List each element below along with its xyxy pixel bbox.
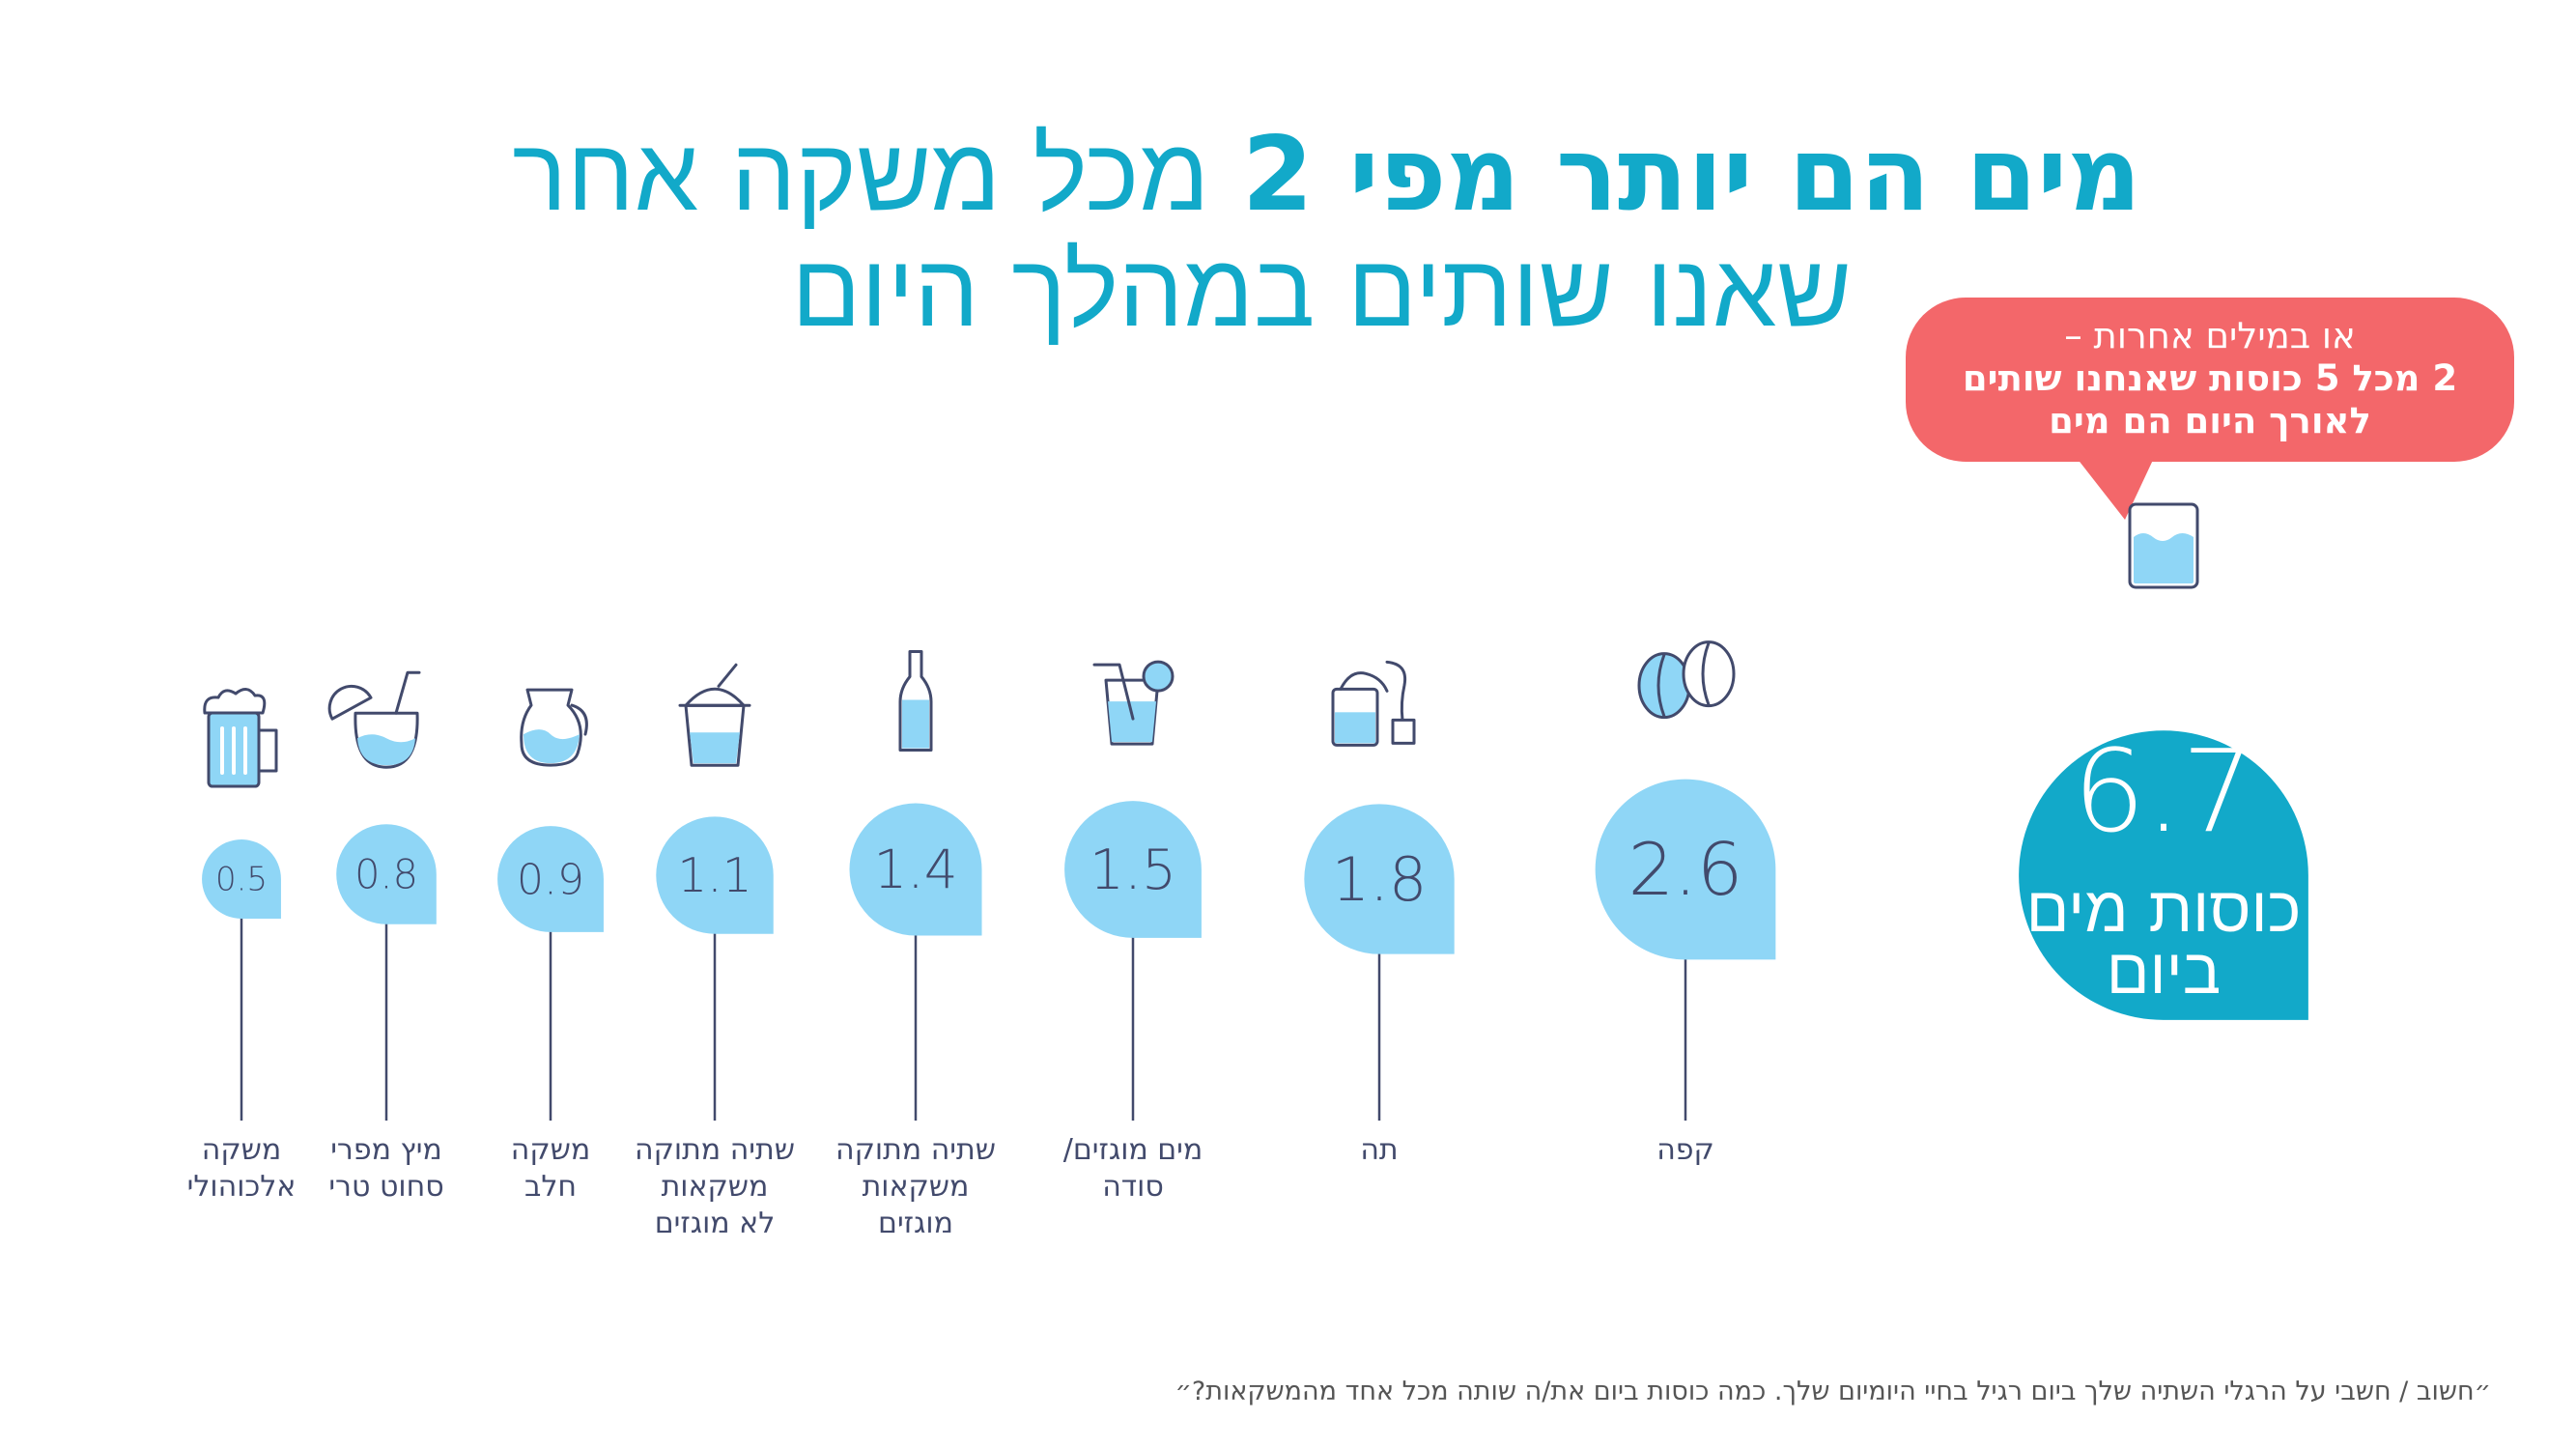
- cup-fill: [690, 732, 740, 764]
- bottle-fill: [902, 699, 929, 749]
- category-label-line: סחוט טרי: [328, 1170, 444, 1204]
- glass-water: [2134, 533, 2194, 583]
- category-label-line: שתיה מתוקה: [635, 1133, 795, 1167]
- category-label-line: מיץ מפרי: [330, 1133, 442, 1167]
- value-label: 1.1: [677, 849, 751, 903]
- orange-slice: [327, 684, 373, 721]
- bean: [1682, 640, 1736, 708]
- bean-seam: [1656, 653, 1666, 719]
- category-label: מים מוגזים/סודה: [1063, 1132, 1203, 1206]
- handle: [257, 728, 278, 773]
- value-label: 0.9: [517, 855, 584, 904]
- category-label-line: מוגזים: [878, 1207, 953, 1240]
- value-bubble: [849, 803, 982, 936]
- soda-glass-icon: [1092, 660, 1175, 746]
- category-label: קפה: [1656, 1132, 1714, 1169]
- glass-outline: [2128, 502, 2199, 589]
- bag-fill: [1335, 712, 1375, 744]
- footnote: ״חשוב / חשבי על הרגלי השתיה שלך ביום רגי…: [1175, 1377, 2491, 1406]
- string: [1339, 671, 1389, 693]
- category-label: שתיה מתוקה משקאות מוגזים: [835, 1132, 996, 1242]
- water-value: 6.7: [2073, 724, 2254, 858]
- category-label-line: אלכוהולי: [186, 1170, 297, 1204]
- category-label: שתיה מתוקה משקאות לא מוגזים: [635, 1132, 795, 1242]
- title-regular: מכל משקה אחר: [512, 115, 1210, 234]
- callout-bubble: או במילים אחרות – 2 מכל 5 כוסות שאנחנו ש…: [1906, 298, 2514, 462]
- lid: [684, 687, 746, 707]
- handle: [570, 703, 588, 736]
- iced-drink-icon: [678, 663, 751, 767]
- value-label: 0.8: [354, 852, 418, 898]
- water-unit: כוסות מים ביום: [1951, 872, 2376, 1009]
- bottle-icon: [898, 649, 933, 752]
- value-bubble: [1595, 779, 1776, 960]
- water-glass-icon: [2128, 502, 2199, 589]
- category-label-line: קפה: [1656, 1133, 1714, 1167]
- value-bubble: [1304, 804, 1455, 954]
- beer-mug-icon: [203, 688, 278, 788]
- category-label-line: שתיה מתוקה: [835, 1133, 996, 1167]
- juice: [357, 734, 415, 766]
- water-bubble: [2019, 730, 2308, 1020]
- value-bubble: [497, 826, 604, 932]
- callout-line3: לאורך היום הם מים: [2049, 400, 2371, 441]
- category-label-line: משקאות: [862, 1170, 970, 1204]
- value-label: 1.4: [873, 838, 957, 900]
- bean: [1637, 652, 1691, 720]
- soda-fill: [1108, 701, 1156, 743]
- category-label-line: תה: [1360, 1133, 1399, 1167]
- category-label-line: חלב: [524, 1170, 577, 1204]
- category-label-line: מים מוגזים/: [1062, 1133, 1203, 1167]
- tag: [1391, 718, 1416, 745]
- value-label: 1.8: [1332, 844, 1428, 915]
- juice-glass-icon: [327, 670, 421, 769]
- value-label: 1.5: [1090, 838, 1176, 902]
- straw: [394, 670, 421, 715]
- lemon: [1142, 660, 1175, 693]
- chart-title-line2: שאנו שותים במהלך היום: [791, 231, 1852, 350]
- category-label: תה: [1360, 1132, 1398, 1169]
- category-label-line: משקה: [510, 1133, 591, 1167]
- value-bubble: [656, 816, 774, 934]
- category-label: משקה אלכוהולי: [187, 1132, 297, 1206]
- category-label: מיץ מפרי סחוט טרי: [328, 1132, 443, 1206]
- value-label: 2.6: [1628, 828, 1743, 912]
- callout-tail: [2077, 458, 2154, 520]
- string2: [1385, 660, 1407, 722]
- category-label-line: משקה: [201, 1133, 282, 1167]
- value-bubble: [336, 824, 437, 924]
- chart-title: מים הם יותר מפי 2 מכל משקה אחר: [512, 124, 2141, 226]
- bean-seam: [1701, 641, 1711, 707]
- straw: [717, 663, 738, 688]
- category-label-line: משקאות: [661, 1170, 769, 1204]
- value-bubble: [1064, 801, 1202, 938]
- milk-jug-icon: [520, 688, 588, 767]
- category-label-line: לא מוגזים: [654, 1207, 776, 1240]
- callout-line1: או במילים אחרות –: [2064, 315, 2356, 356]
- value-label: 0.5: [215, 860, 268, 898]
- callout-line2: 2 מכל 5 כוסות שאנחנו שותים: [1962, 357, 2458, 399]
- category-label: משקה חלב: [511, 1132, 591, 1206]
- straw: [1092, 663, 1135, 721]
- value-bubble: [202, 839, 281, 919]
- title-bold: מים הם יותר מפי 2: [1241, 115, 2141, 234]
- water-unit-line1: כוסות מים: [2025, 872, 2302, 947]
- coffee-beans-icon: [1637, 640, 1736, 720]
- water-unit-line2: ביום: [2106, 934, 2222, 1009]
- tea-bag-icon: [1331, 660, 1416, 747]
- foam: [203, 688, 267, 715]
- milk: [524, 729, 580, 764]
- category-label-line: סודה: [1102, 1170, 1164, 1204]
